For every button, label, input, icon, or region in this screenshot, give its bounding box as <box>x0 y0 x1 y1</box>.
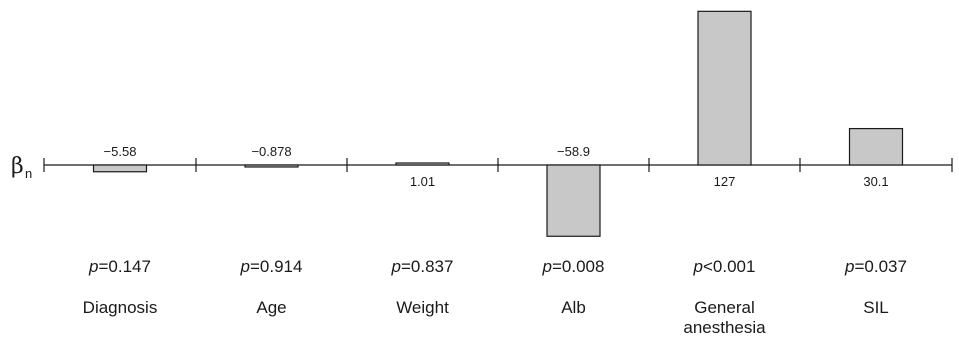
category-label: General anesthesia <box>683 298 766 337</box>
category-label-line: anesthesia <box>683 318 766 337</box>
p-symbol: p <box>844 257 854 276</box>
bar <box>244 164 299 168</box>
p-operator: < <box>703 257 713 276</box>
category-label: Weight <box>396 298 449 317</box>
p-value: 0.001 <box>713 257 756 276</box>
category-label: Alb <box>561 298 586 317</box>
p-value: 0.837 <box>411 257 454 276</box>
value-label: −58.9 <box>557 144 590 159</box>
axis-ticks <box>43 158 953 172</box>
p-symbol: p <box>88 257 98 276</box>
p-value-label: p=0.008 <box>542 257 605 276</box>
value-label: 127 <box>714 174 736 189</box>
p-symbol: p <box>240 257 250 276</box>
p-operator: = <box>552 257 562 276</box>
bar <box>848 127 904 166</box>
p-value-label: p=0.837 <box>391 257 454 276</box>
p-operator: = <box>401 257 411 276</box>
p-operator: = <box>854 257 864 276</box>
value-label: −0.878 <box>251 144 291 159</box>
p-value-label: p=0.914 <box>240 257 303 276</box>
category-label-line: Diagnosis <box>83 298 158 317</box>
p-symbol: p <box>542 257 552 276</box>
p-value-label: p=0.147 <box>88 257 151 276</box>
category-label-line: Age <box>256 298 286 317</box>
p-operator: = <box>250 257 260 276</box>
p-value: 0.037 <box>864 257 907 276</box>
category-label-line: General <box>694 298 754 317</box>
category-label: Age <box>256 298 286 317</box>
category-label-line: Alb <box>561 298 586 317</box>
value-labels: −5.58 −0.878 1.01 −58.9 127 30.1 <box>104 144 889 189</box>
bar <box>395 162 450 166</box>
category-label-line: SIL <box>863 298 889 317</box>
bars <box>92 10 904 237</box>
category-label: SIL <box>863 298 889 317</box>
value-label: 30.1 <box>863 174 888 189</box>
p-value: 0.914 <box>260 257 303 276</box>
bar <box>92 164 148 173</box>
category-label: Diagnosis <box>83 298 158 317</box>
p-symbol: p <box>391 257 401 276</box>
p-value-label: p<0.001 <box>693 257 756 276</box>
bar <box>697 10 752 166</box>
p-value: 0.008 <box>562 257 605 276</box>
axis-symbol: β <box>11 154 24 179</box>
category-label-line: Weight <box>396 298 449 317</box>
bar <box>546 164 601 237</box>
category-labels: Diagnosis Age Weight Alb General anesthesia SI… <box>83 298 889 337</box>
p-value: 0.147 <box>108 257 151 276</box>
y-axis-label: β n <box>11 154 32 181</box>
p-operator: = <box>98 257 108 276</box>
value-label: −5.58 <box>104 144 137 159</box>
p-value-label: p=0.037 <box>844 257 907 276</box>
p-value-labels: p=0.147 p=0.914 p=0.837 p=0.008 p<0.001 p=0.0… <box>88 257 907 276</box>
axis-subscript: n <box>25 166 32 181</box>
p-symbol: p <box>693 257 703 276</box>
value-label: 1.01 <box>410 174 435 189</box>
